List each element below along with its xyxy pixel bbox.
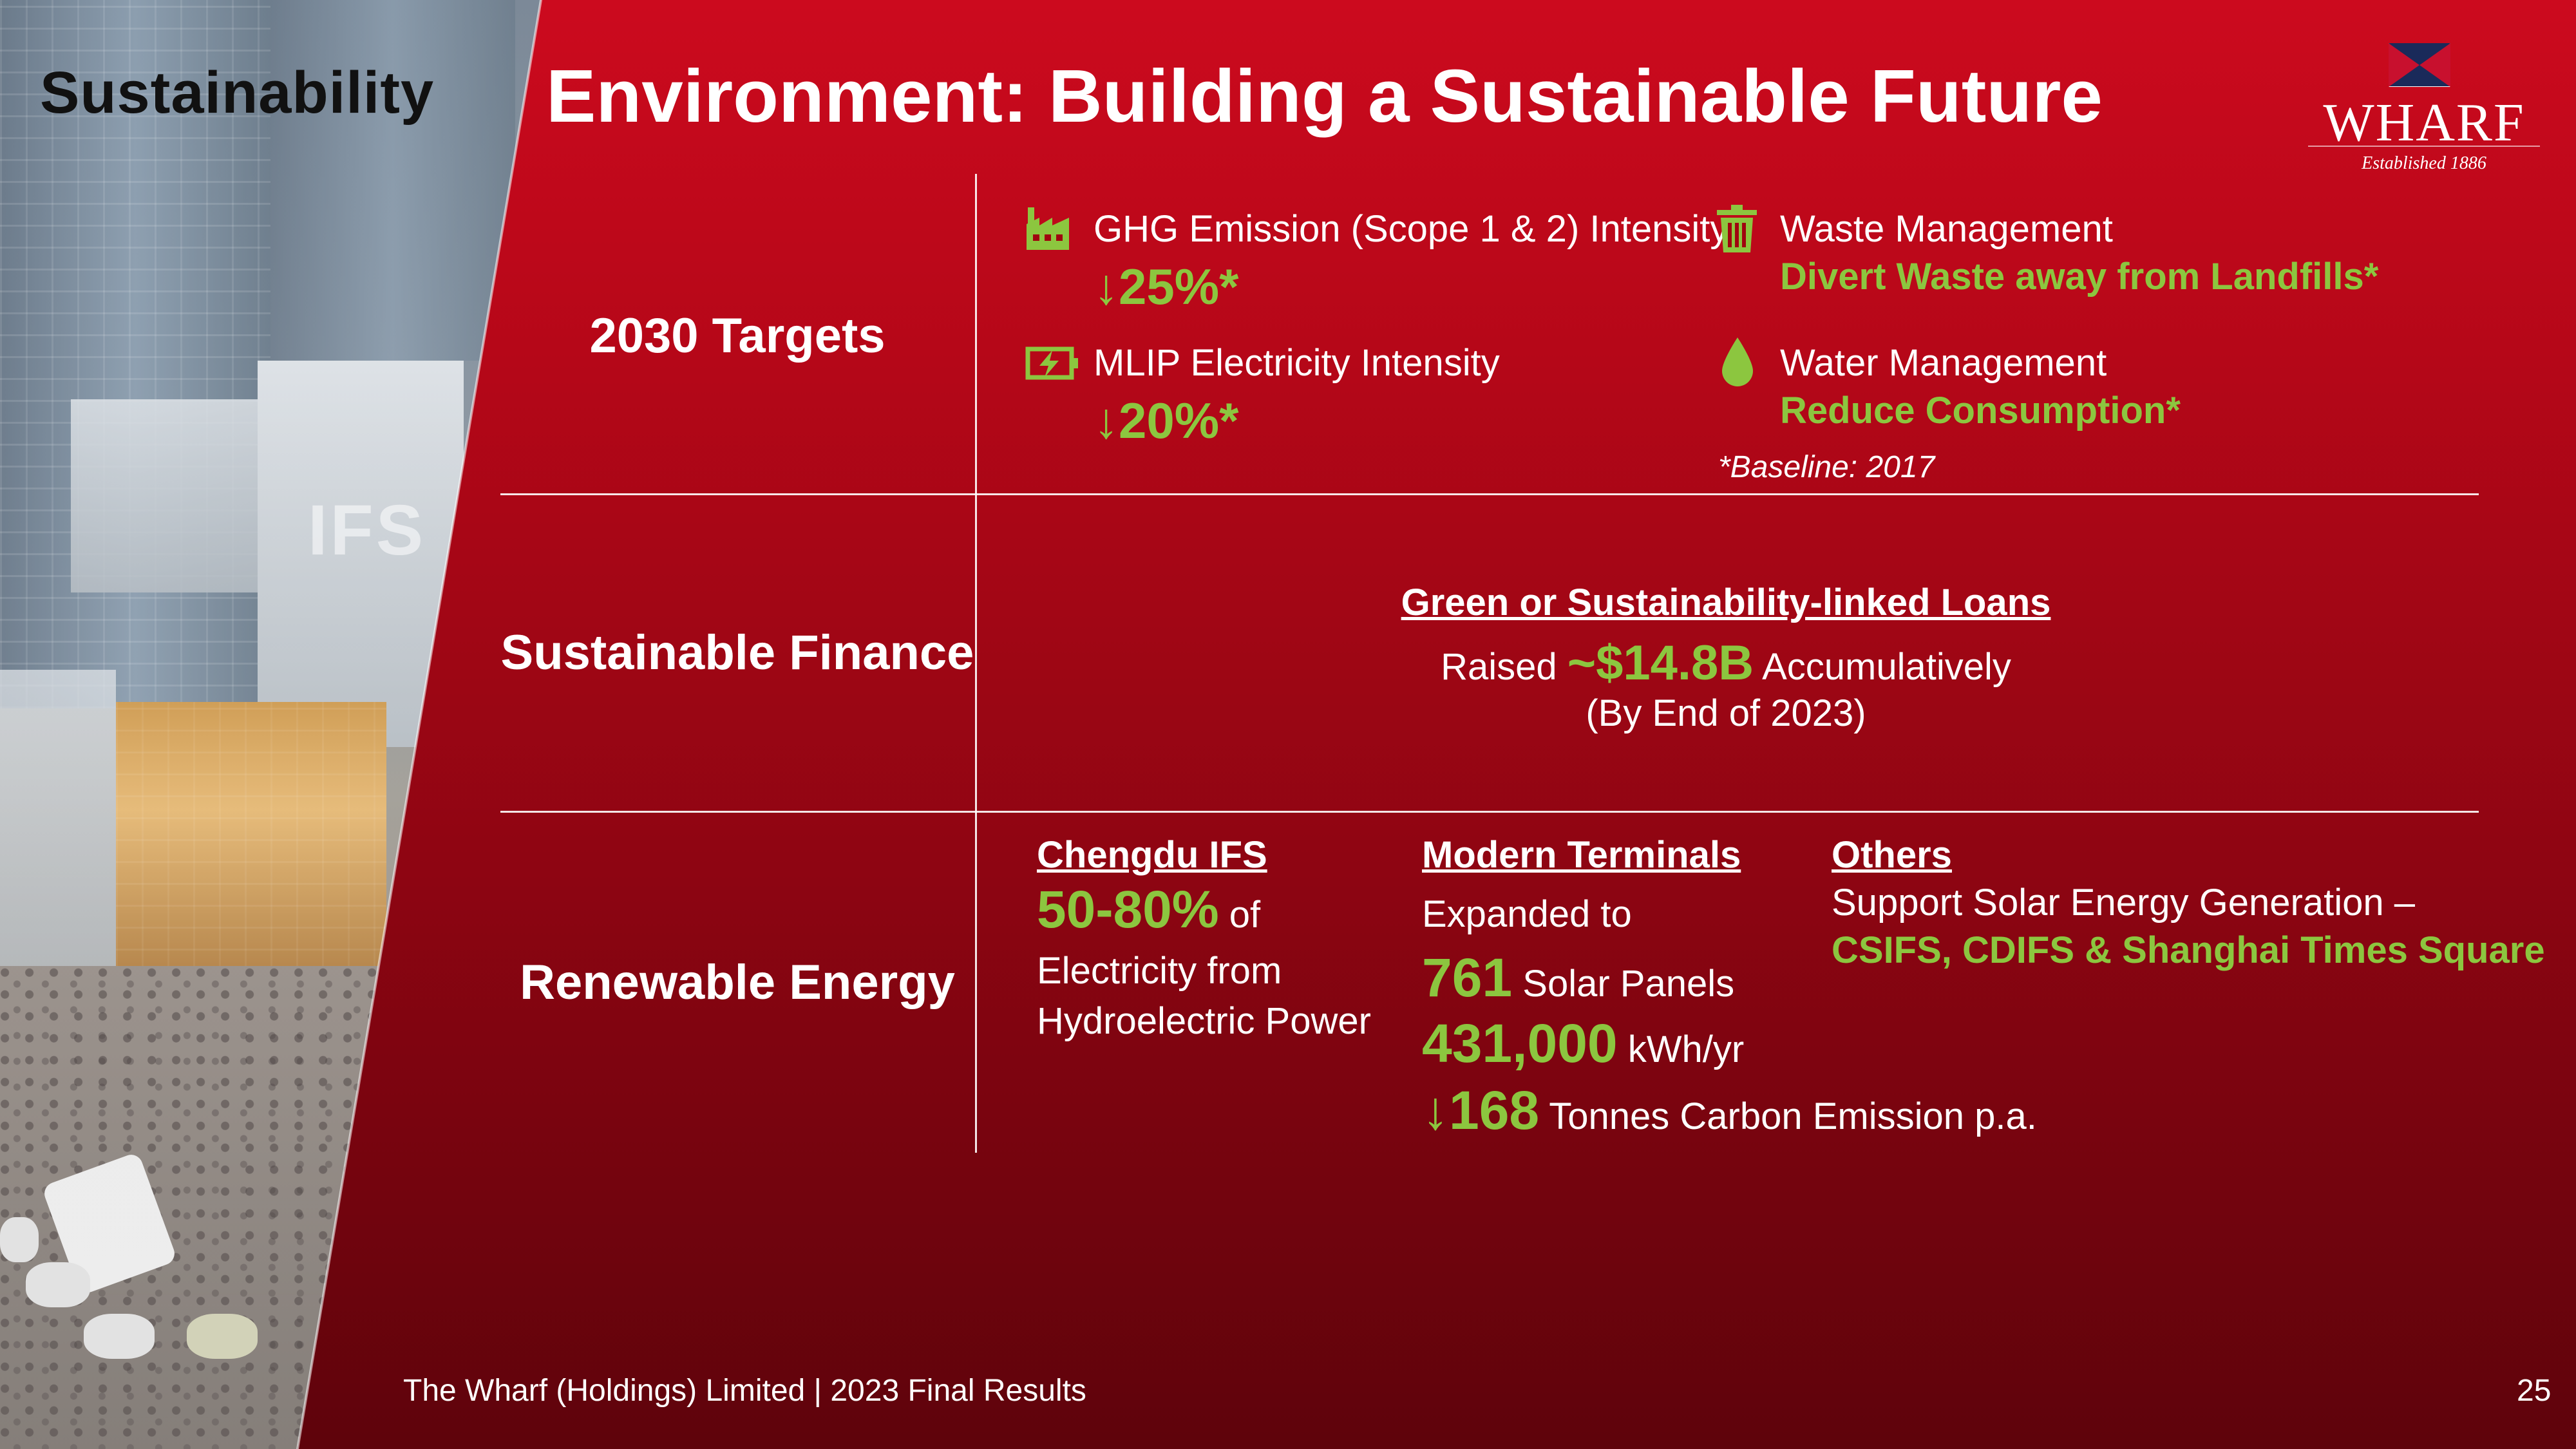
battery-charging-icon bbox=[1025, 346, 1078, 380]
table-divider-2 bbox=[500, 811, 2479, 813]
logo-rule bbox=[2308, 146, 2540, 147]
water-label: Water Management bbox=[1780, 342, 2107, 384]
table-divider-vertical bbox=[975, 174, 977, 1153]
trash-icon bbox=[1717, 205, 1757, 252]
car bbox=[26, 1262, 90, 1307]
gold-facade-grid bbox=[116, 702, 386, 972]
row-label-finance: Sustainable Finance bbox=[500, 625, 974, 680]
car bbox=[187, 1314, 258, 1359]
factory-icon bbox=[1027, 207, 1069, 250]
baseline-note: *Baseline: 2017 bbox=[1718, 450, 1935, 484]
terminals-heading: Modern Terminals bbox=[1422, 834, 1741, 876]
ghg-label: GHG Emission (Scope 1 & 2) Intensity bbox=[1094, 208, 1729, 250]
waste-value: Divert Waste away from Landfills* bbox=[1780, 256, 2379, 298]
terminals-energy-line: 431,000 kWh/yr bbox=[1422, 1012, 1744, 1075]
finance-amount: ~$14.8B bbox=[1567, 636, 1754, 690]
water-drop-icon bbox=[1722, 337, 1753, 386]
section-tag: Sustainability bbox=[40, 60, 435, 126]
terminals-panels-line: 761 Solar Panels bbox=[1422, 947, 1734, 1009]
car bbox=[84, 1314, 155, 1359]
others-heading: Others bbox=[1832, 834, 1952, 876]
flag-icon bbox=[2389, 43, 2450, 87]
page-number: 25 bbox=[2517, 1374, 2552, 1408]
finance-heading: Green or Sustainability-linked Loans bbox=[1401, 582, 2051, 623]
chengdu-heading: Chengdu IFS bbox=[1037, 834, 1267, 876]
ghg-value: ↓25%* bbox=[1094, 258, 1239, 315]
gold-facade bbox=[116, 702, 386, 972]
chengdu-text-of: of bbox=[1229, 894, 1261, 936]
terminals-panels-unit: Solar Panels bbox=[1522, 963, 1735, 1005]
row-label-targets: 2030 Targets bbox=[589, 308, 886, 363]
glass-tower-right bbox=[270, 0, 515, 361]
row-label-renewable: Renewable Energy bbox=[520, 955, 955, 1010]
terminals-carbon-unit: Tonnes Carbon Emission p.a. bbox=[1549, 1095, 2037, 1137]
logo-established: Established 1886 bbox=[2362, 153, 2486, 173]
mlip-value: ↓20%* bbox=[1094, 392, 1239, 449]
others-sites: CSIFS, CDIFS & Shanghai Times Square bbox=[1832, 929, 2545, 971]
terminals-panels-value: 761 bbox=[1422, 947, 1513, 1008]
table-divider-1 bbox=[500, 493, 2479, 495]
mlip-label: MLIP Electricity Intensity bbox=[1094, 342, 1500, 384]
finance-raised-prefix: Raised bbox=[1441, 646, 1557, 688]
store-front bbox=[0, 670, 116, 979]
logo-wordmark: WHARF bbox=[2323, 93, 2525, 153]
car bbox=[0, 1217, 39, 1262]
terminals-carbon-value: ↓168 bbox=[1422, 1080, 1540, 1141]
finance-raised-suffix: Accumulatively bbox=[1762, 646, 2011, 688]
chengdu-value-line: 50-80% of bbox=[1037, 880, 1260, 940]
panda-billboard bbox=[71, 399, 258, 592]
chengdu-text-electricity: Electricity from bbox=[1037, 950, 1282, 992]
chengdu-text-hydro: Hydroelectric Power bbox=[1037, 1000, 1371, 1042]
finance-note: (By End of 2023) bbox=[1586, 692, 1866, 734]
finance-raised-line: Raised ~$14.8B Accumulatively bbox=[1294, 635, 2157, 691]
water-value: Reduce Consumption* bbox=[1780, 390, 2181, 431]
footer-text: The Wharf (Holdings) Limited | 2023 Fina… bbox=[403, 1374, 1086, 1408]
others-text: Support Solar Energy Generation – bbox=[1832, 882, 2415, 923]
waste-label: Waste Management bbox=[1780, 208, 2113, 250]
terminals-energy-value: 431,000 bbox=[1422, 1013, 1618, 1074]
terminals-energy-unit: kWh/yr bbox=[1627, 1028, 1745, 1070]
wharf-logo: WHARF Established 1886 bbox=[2308, 40, 2540, 175]
chengdu-value: 50-80% bbox=[1037, 880, 1219, 939]
terminals-intro: Expanded to bbox=[1422, 893, 1632, 935]
terminals-carbon-line: ↓168 Tonnes Carbon Emission p.a. bbox=[1422, 1079, 2037, 1142]
ifs-sign-text: IFS bbox=[308, 489, 426, 571]
page-title: Environment: Building a Sustainable Futu… bbox=[546, 54, 2103, 138]
